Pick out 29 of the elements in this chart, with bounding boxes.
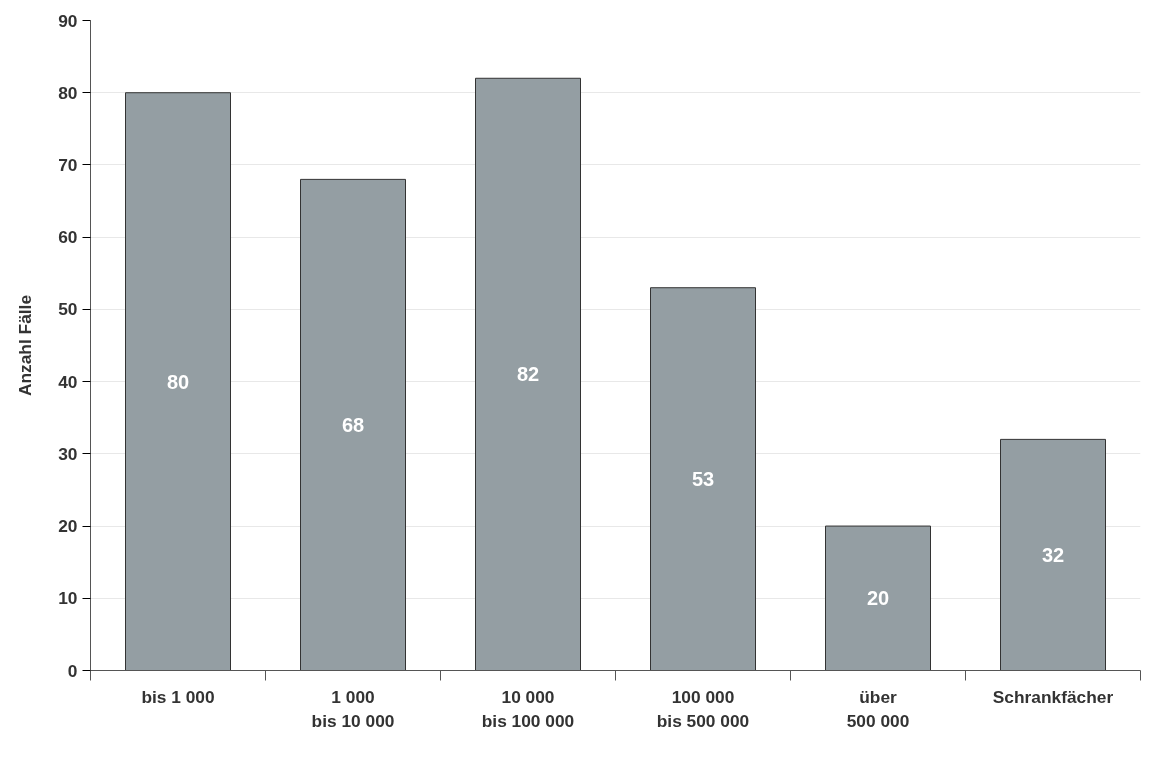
data-label: 53 — [691, 468, 715, 491]
bar — [650, 287, 756, 671]
y-tick-label: 20 — [58, 516, 78, 537]
x-tick-label: über 500 000 — [846, 686, 910, 731]
data-label: 80 — [166, 370, 190, 393]
bar — [1000, 438, 1106, 671]
y-tick-label: 90 — [58, 10, 78, 31]
x-tick-label: 10 000 bis 100 000 — [481, 686, 575, 731]
y-tick-label: 50 — [58, 299, 78, 320]
data-label: 68 — [341, 413, 365, 436]
x-tick-label: bis 1 000 — [141, 686, 215, 707]
y-tick-label: 10 — [58, 588, 78, 609]
y-axis-title: Anzahl Fälle — [15, 294, 36, 397]
data-label: 20 — [866, 587, 890, 610]
bar — [300, 178, 406, 671]
y-tick-label: 80 — [58, 82, 78, 103]
bar — [825, 525, 931, 671]
x-tick-label: Schrankfächer — [992, 686, 1114, 707]
y-tick-label: 0 — [67, 660, 78, 681]
data-label: 32 — [1041, 543, 1065, 566]
y-tick-label: 40 — [58, 371, 78, 392]
y-tick-label: 30 — [58, 443, 78, 464]
x-tick-label: 1 000 bis 10 000 — [311, 686, 395, 731]
y-tick-label: 70 — [58, 154, 78, 175]
x-tick-label: 100 000 bis 500 000 — [656, 686, 750, 731]
bar — [125, 92, 231, 671]
y-tick-label: 60 — [58, 227, 78, 248]
data-label: 82 — [516, 363, 540, 386]
bar — [475, 77, 581, 671]
